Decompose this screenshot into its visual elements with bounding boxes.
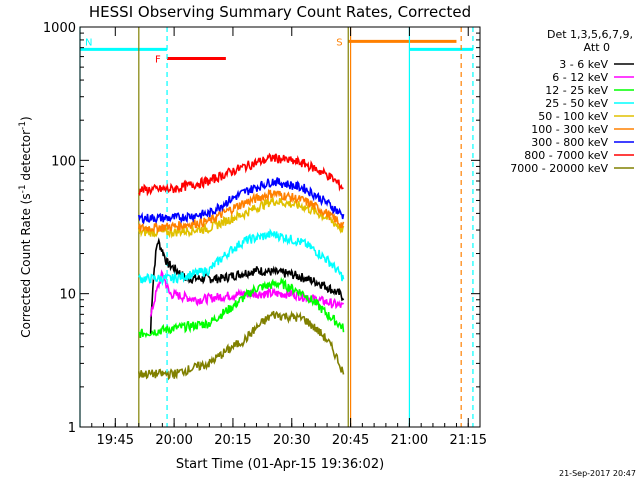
legend-label-100-300-kev: 100 - 300 keV: [531, 123, 608, 136]
chart-title: HESSI Observing Summary Count Rates, Cor…: [89, 3, 471, 21]
series-3-6-kev: [149, 237, 345, 334]
y-axis: 1 10 100 1000: [43, 21, 480, 436]
footer-timestamp: 21-Sep-2017 20:47: [559, 469, 636, 478]
flags-layer: N F S: [80, 37, 473, 66]
x-tick-label: 20:15: [214, 433, 251, 448]
flag-label-n: N: [85, 37, 92, 48]
y-axis-label: Corrected Count Rate (s-1 detector-1): [18, 116, 33, 337]
series-800-7000-kev: [138, 152, 344, 197]
legend-label-6-12-kev: 6 - 12 keV: [552, 71, 608, 84]
y-axis-label-part1: Corrected Count Rate (s: [19, 193, 33, 337]
x-axis-label: Start Time (01-Apr-15 19:36:02): [176, 457, 384, 472]
legend-label-800-7000-kev: 800 - 7000 keV: [524, 149, 608, 162]
y-axis-label-part3: ): [19, 116, 33, 121]
legend-label-25-50-kev: 25 - 50 keV: [545, 97, 608, 110]
series-100-300-kev: [138, 188, 345, 234]
x-tick-label: 20:00: [155, 433, 192, 448]
flag-label-f: F: [155, 55, 161, 66]
x-tick-label: 20:45: [332, 433, 369, 448]
x-tick-label: 21:00: [391, 433, 428, 448]
y-axis-label-sup1: -1: [18, 184, 28, 193]
x-tick-label: 20:30: [273, 433, 310, 448]
legend-label-3-6-kev: 3 - 6 keV: [559, 58, 608, 71]
y-axis-label-sup2: -1: [18, 121, 28, 130]
y-axis-label-part2: detector: [19, 130, 33, 185]
series-7000-20000-kev: [138, 310, 345, 381]
y-tick-label: 1000: [43, 21, 76, 36]
series-12-25-kev: [138, 276, 345, 339]
x-axis: 19:45 20:00 20:15 20:30 20:45 21:00 21:15: [79, 27, 487, 448]
legend-label-7000-20000-kev: 7000 - 20000 keV: [510, 162, 608, 175]
legend-header-line2: Att 0: [584, 41, 610, 54]
y-tick-label: 100: [51, 154, 76, 169]
series-layer: [138, 152, 345, 381]
flag-label-s: S: [336, 37, 342, 48]
series-25-50-kev: [138, 228, 345, 287]
series-300-800-kev: [138, 177, 345, 225]
x-tick-label: 19:45: [97, 433, 134, 448]
legend-label-300-800-kev: 300 - 800 keV: [531, 136, 608, 149]
y-tick-label: 10: [59, 288, 76, 303]
y-tick-label: 1: [68, 421, 76, 436]
series-50-100-kev: [138, 197, 345, 239]
x-tick-label: 21:15: [450, 433, 487, 448]
legend-header-line1: Det 1,3,5,6,7,9,: [547, 28, 633, 41]
legend-label-12-25-kev: 12 - 25 keV: [545, 84, 608, 97]
legend-label-50-100-kev: 50 - 100 keV: [538, 110, 608, 123]
